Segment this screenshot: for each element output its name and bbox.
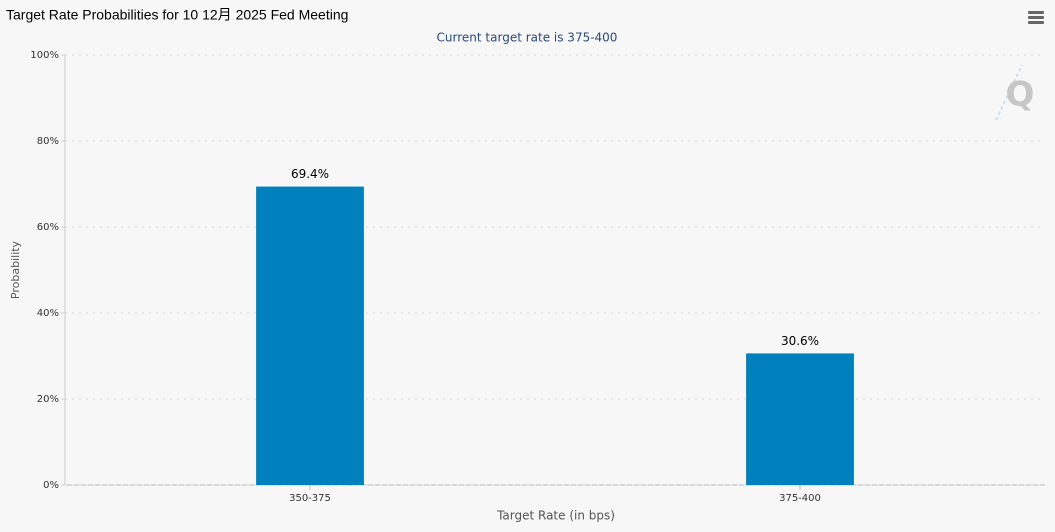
x-axis-title: Target Rate (in bps) xyxy=(496,509,615,523)
menu-bar[interactable] xyxy=(1028,16,1044,19)
value-label: 30.6% xyxy=(781,334,819,348)
x-tick-label: 375-400 xyxy=(779,493,821,504)
y-tick-label: 0% xyxy=(43,480,59,491)
logo: Q xyxy=(995,64,1035,121)
chart-title: Target Rate Probabilities for 10 12月 202… xyxy=(6,7,348,23)
logo-stroke xyxy=(995,64,1023,121)
chart-subtitle: Current target rate is 375-400 xyxy=(437,31,618,45)
y-tick-label: 40% xyxy=(37,308,59,319)
x-tick-label: 350-375 xyxy=(289,493,331,504)
value-label: 69.4% xyxy=(291,167,329,181)
bar xyxy=(746,353,854,485)
menu-bar[interactable] xyxy=(1028,21,1044,24)
y-tick-label: 100% xyxy=(30,50,59,61)
y-tick-label: 60% xyxy=(37,222,59,233)
logo-letter: Q xyxy=(1006,75,1035,115)
y-tick-label: 80% xyxy=(37,136,59,147)
bar xyxy=(256,186,364,485)
y-tick-label: 20% xyxy=(37,394,59,405)
menu-icon[interactable] xyxy=(1028,11,1044,24)
y-axis-title: Probability xyxy=(9,240,22,299)
menu-bar[interactable] xyxy=(1028,11,1044,14)
